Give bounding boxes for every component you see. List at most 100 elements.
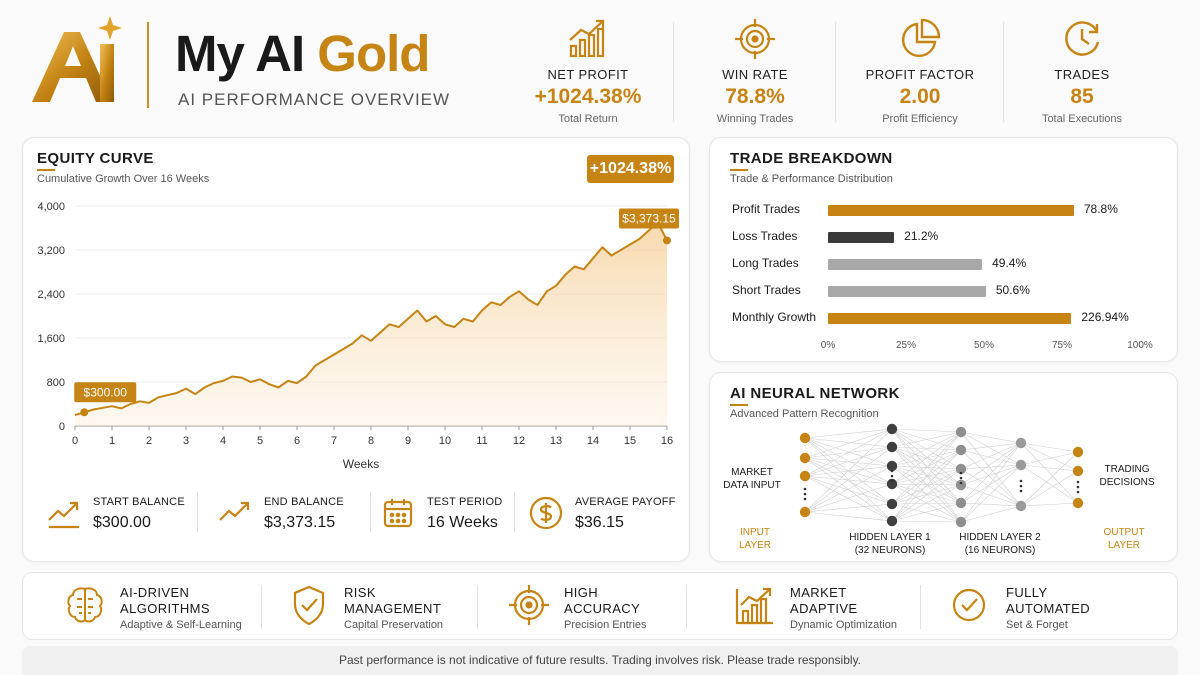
x-tick-label: 7 — [331, 435, 337, 447]
network-connection — [960, 464, 1022, 486]
network-connection — [891, 483, 962, 504]
ellipsis-dot — [1019, 489, 1023, 493]
network-connection — [891, 465, 962, 470]
network-connection — [960, 442, 1022, 523]
stat-trades: TRADES 85 Total Executions — [1016, 14, 1148, 126]
ellipsis-dot — [1076, 480, 1080, 484]
ellipsis-dot — [1076, 490, 1080, 494]
network-connection — [960, 464, 1022, 523]
x-tick-label: 4 — [220, 435, 226, 447]
ellipsis-dot — [959, 471, 963, 475]
start-label-box — [74, 382, 137, 403]
network-connection — [960, 431, 1022, 466]
neuron — [799, 432, 811, 444]
breakdown-bar — [828, 313, 1071, 324]
divider — [514, 492, 515, 532]
breakdown-bar — [828, 259, 982, 270]
card-subtitle: Advanced Pattern Recognition — [730, 408, 879, 420]
ellipsis-dot — [890, 469, 894, 473]
network-connection — [891, 431, 962, 522]
network-connection — [960, 484, 1022, 507]
y-tick-label: 4,000 — [37, 201, 65, 213]
neuron — [886, 478, 898, 490]
ellipsis-dot — [959, 481, 963, 485]
network-connection — [891, 431, 962, 467]
ellipsis-dot — [803, 497, 807, 501]
breakdown-value: 226.94% — [1081, 310, 1129, 324]
network-connection — [960, 449, 1022, 507]
divider — [197, 492, 198, 532]
start-point — [80, 408, 89, 417]
neuron — [955, 444, 967, 456]
network-connection — [1020, 451, 1079, 466]
network-connection — [960, 502, 1022, 507]
network-connection — [891, 503, 962, 523]
network-connection — [891, 431, 962, 505]
breakdown-label: Monthly Growth — [732, 310, 817, 324]
axis-tick-label: 50% — [973, 340, 995, 351]
feature-market-adaptive: MARKET ADAPTIVE Dynamic Optimization — [733, 573, 933, 641]
network-connection — [891, 465, 962, 486]
ellipsis-dot — [959, 476, 963, 480]
kpi-average-payoff: AVERAGE PAYOFF $36.15 — [519, 488, 679, 542]
network-connection — [891, 449, 962, 522]
y-tick-label: 1,600 — [37, 333, 65, 345]
x-tick-label: 6 — [294, 435, 300, 447]
network-connection — [891, 484, 962, 505]
network-connection — [960, 442, 1022, 451]
network-connection — [804, 475, 893, 522]
x-tick-label: 8 — [368, 435, 374, 447]
output-description: TRADING DECISIONS — [1099, 464, 1155, 488]
network-connection — [891, 446, 962, 504]
ellipsis-dot — [1076, 485, 1080, 489]
shield-check-icon — [293, 585, 325, 626]
dollar-icon — [529, 496, 563, 530]
network-connection — [804, 437, 893, 467]
start-label: $300.00 — [84, 385, 128, 399]
kpi-row: START BALANCE $300.00 END BALANCE $3,373… — [37, 488, 677, 542]
network-connection — [960, 464, 1022, 504]
trend-up-icon — [48, 501, 79, 529]
growth-chart-icon — [569, 19, 605, 58]
ellipsis-dot — [803, 487, 807, 491]
network-connection — [804, 465, 893, 477]
neural-network-card: AI NEURAL NETWORK Advanced Pattern Recog… — [709, 372, 1178, 562]
kpi-start-balance: START BALANCE $300.00 — [37, 488, 197, 542]
network-connection — [891, 502, 962, 505]
title-underline — [730, 404, 748, 406]
ellipsis-dot — [1019, 479, 1023, 483]
x-tick-label: 12 — [513, 435, 525, 447]
x-tick-label: 16 — [661, 435, 673, 447]
input-description: MARKET DATA INPUT — [723, 467, 781, 491]
breakdown-bar — [828, 286, 986, 297]
hidden-layer-2-label: HIDDEN LAYER 2 (16 NEURONS) — [959, 532, 1041, 556]
neuron — [886, 441, 898, 453]
network-connection — [804, 475, 893, 485]
axis-tick-label: 0% — [820, 340, 836, 351]
neuron — [886, 498, 898, 510]
network-connection — [804, 475, 893, 505]
x-tick-label: 5 — [257, 435, 263, 447]
breakdown-value: 49.4% — [992, 256, 1027, 270]
neuron — [799, 506, 811, 518]
stat-net-profit: NET PROFIT +1024.38% Total Return — [520, 14, 656, 126]
breakdown-row: Long Trades 49.4% — [732, 254, 1172, 274]
network-connection — [1020, 470, 1079, 507]
end-label-box — [619, 208, 679, 229]
y-tick-label: 800 — [47, 377, 65, 389]
target-icon — [735, 19, 775, 59]
equity-curve-card: EQUITY CURVE Cumulative Growth Over 16 W… — [22, 137, 690, 562]
ellipsis-dot — [890, 479, 894, 483]
breakdown-label: Long Trades — [732, 256, 799, 270]
ellipsis-dot — [803, 492, 807, 496]
network-connection — [1020, 502, 1079, 507]
brand-divider — [147, 22, 149, 108]
neuron — [799, 470, 811, 482]
breakdown-label: Loss Trades — [732, 229, 798, 243]
network-connection — [891, 446, 962, 451]
neuron — [1015, 459, 1027, 471]
axis-tick-label: 75% — [1051, 340, 1073, 351]
neuron — [1015, 437, 1027, 449]
breakdown-label: Profit Trades — [732, 202, 801, 216]
divider — [686, 585, 687, 629]
